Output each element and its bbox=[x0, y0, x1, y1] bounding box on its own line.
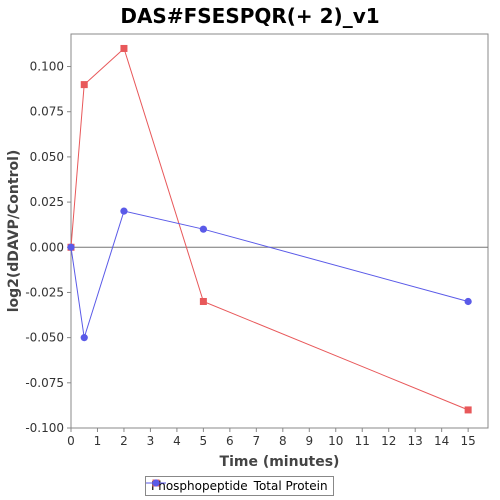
plot-area bbox=[70, 33, 489, 429]
data-point-square bbox=[464, 406, 472, 414]
chart-title: DAS#FSESPQR(+ 2)_v1 bbox=[120, 4, 380, 28]
data-point-circle bbox=[464, 297, 472, 306]
data-point-circle bbox=[120, 207, 128, 215]
data-point-circle bbox=[67, 243, 75, 251]
legend-label: Total Protein bbox=[253, 479, 328, 493]
legend-swatch bbox=[146, 479, 166, 487]
x-tick-label: 14 bbox=[434, 434, 449, 448]
legend-item: Total Protein bbox=[146, 479, 328, 493]
y-tick-label: 0.025 bbox=[30, 195, 64, 209]
x-tick-label: 2 bbox=[120, 434, 128, 448]
legend-label: Phosphopeptide bbox=[151, 479, 248, 493]
x-tick-label: 4 bbox=[173, 434, 181, 448]
y-tick-label: 0.075 bbox=[30, 105, 64, 119]
x-tick-label: 13 bbox=[408, 434, 423, 448]
y-tick-label: 0.000 bbox=[30, 240, 64, 254]
legend: Phosphopeptide Total Protein bbox=[145, 476, 334, 496]
y-tick-label: -0.025 bbox=[25, 285, 64, 299]
x-tick-label: 0 bbox=[67, 434, 75, 448]
x-tick-label: 8 bbox=[279, 434, 287, 448]
x-tick-label: 15 bbox=[461, 434, 476, 448]
data-point-circle bbox=[199, 225, 207, 233]
data-point-square bbox=[80, 81, 88, 89]
x-tick-label: 12 bbox=[381, 434, 396, 448]
x-tick-label: 9 bbox=[305, 434, 313, 448]
data-point-square bbox=[120, 44, 128, 52]
x-tick-label: 11 bbox=[355, 434, 370, 448]
y-tick-label: -0.050 bbox=[25, 331, 64, 345]
x-tick-label: 10 bbox=[328, 434, 343, 448]
y-tick-label: 0.050 bbox=[30, 150, 64, 164]
data-point-circle bbox=[80, 334, 88, 342]
x-tick-label: 7 bbox=[253, 434, 261, 448]
x-tick-label: 3 bbox=[147, 434, 155, 448]
x-tick-label: 5 bbox=[200, 434, 208, 448]
y-axis-label: log2(dDAVP/Control) bbox=[6, 150, 22, 313]
y-tick-label: -0.100 bbox=[25, 421, 64, 435]
y-tick-label: 0.100 bbox=[30, 60, 64, 74]
data-point-square bbox=[199, 297, 207, 305]
x-tick-label: 1 bbox=[94, 434, 102, 448]
x-tick-label: 6 bbox=[226, 434, 234, 448]
y-tick-label: -0.075 bbox=[25, 376, 64, 390]
x-axis-label: Time (minutes) bbox=[220, 454, 340, 470]
